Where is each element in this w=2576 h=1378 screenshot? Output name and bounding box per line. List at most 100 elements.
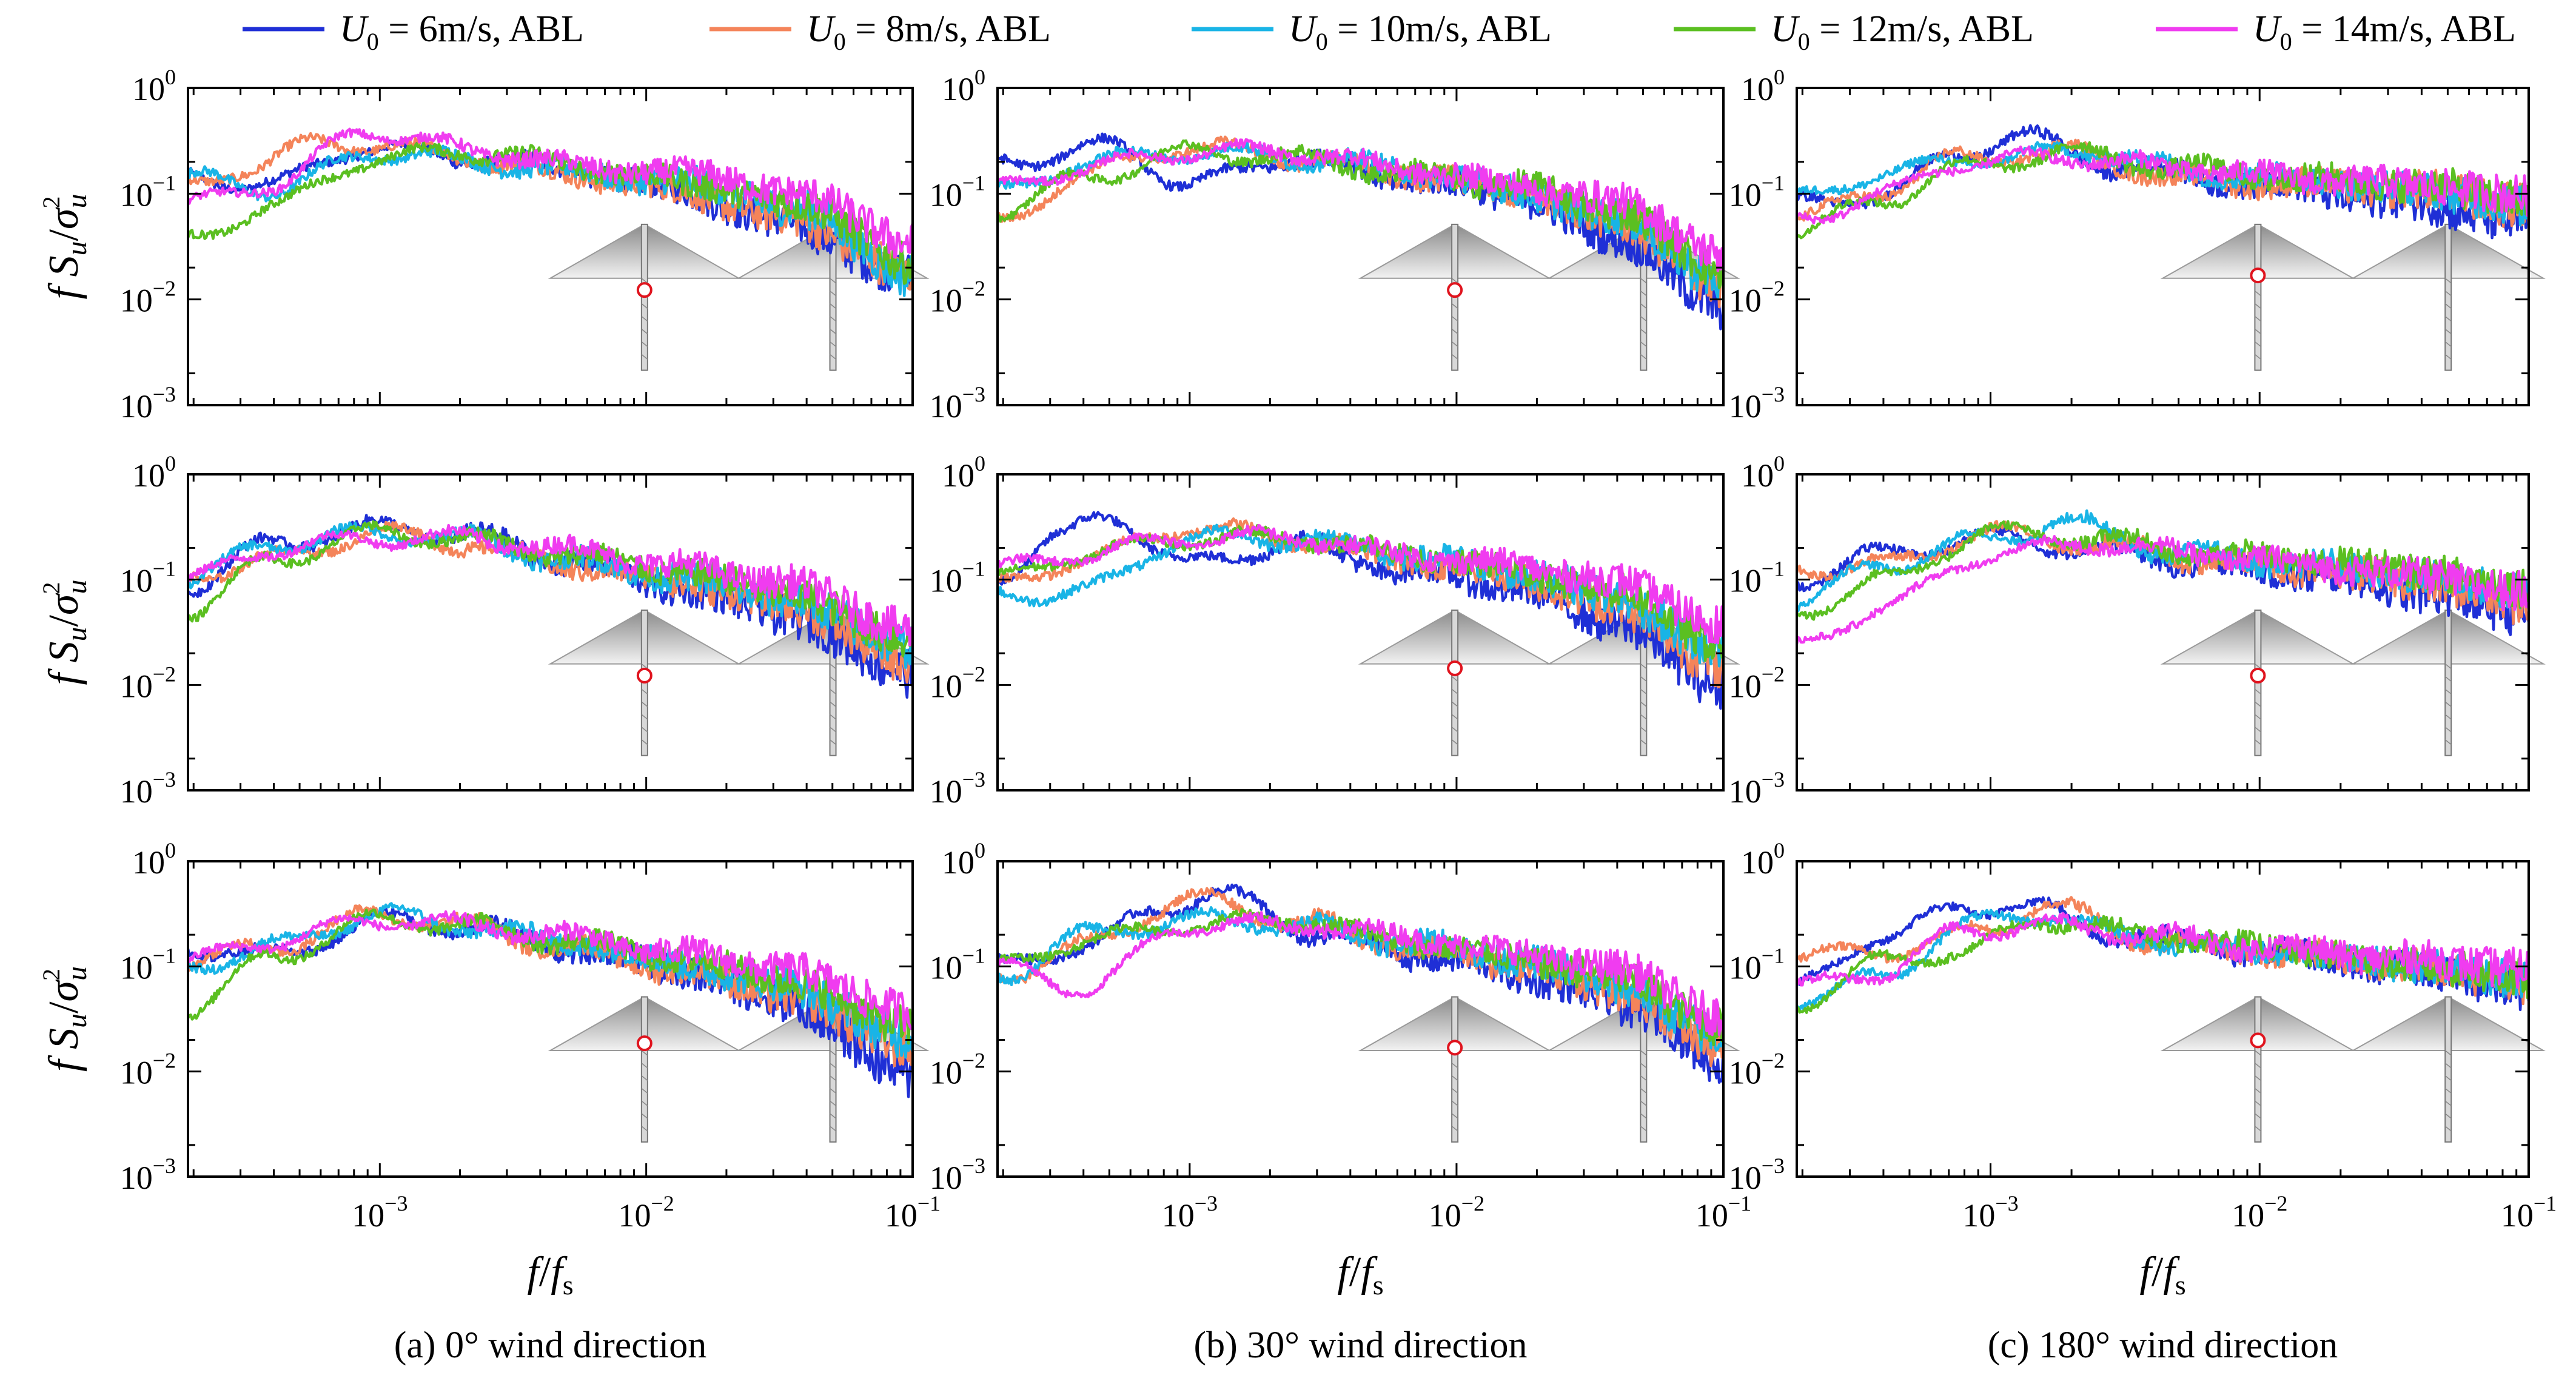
tower-bracing	[2254, 315, 2261, 322]
tower-bracing	[641, 315, 648, 322]
tower-bracing	[1640, 291, 1647, 297]
tower-bracing	[1640, 1100, 1647, 1106]
tower-bracing	[830, 727, 837, 733]
tower-bracing	[641, 303, 648, 309]
x-axis-label: f/fs	[2139, 1249, 2185, 1300]
y-tick-label: 10−1	[930, 170, 985, 213]
legend-entry: U0 = 14m/s, ABL	[2156, 8, 2516, 55]
plot-frame	[187, 473, 914, 792]
tower-bracing	[830, 676, 837, 682]
y-tick-label: 100	[1741, 838, 1785, 881]
legend-label: U0 = 10m/s, ABL	[1289, 8, 1552, 55]
tower-bracing	[641, 1075, 648, 1081]
tower-bracing	[2254, 1087, 2261, 1094]
y-tick-label: 100	[942, 451, 985, 494]
tower-bracing	[2254, 688, 2261, 694]
bridge-inset	[2160, 609, 2546, 756]
tower-bracing	[1640, 1050, 1647, 1056]
tower-bracing	[830, 1113, 837, 1119]
series-group	[998, 883, 1723, 1084]
y-tick-label: 10−3	[120, 382, 176, 425]
x-tick-label: 10−2	[1429, 1191, 1484, 1234]
y-tick-label: 10−1	[120, 943, 176, 986]
x-tick-label: 10−1	[2501, 1191, 2557, 1234]
tower-bracing	[1640, 354, 1647, 360]
tower-bracing	[641, 688, 648, 694]
series-group	[1797, 509, 2529, 645]
tower-bracing	[1640, 714, 1647, 720]
tower-bracing	[830, 354, 837, 360]
series-line	[1797, 145, 2529, 225]
sensor-location-marker	[1447, 282, 1463, 298]
sensor-location-marker	[1447, 1040, 1463, 1056]
tower-bracing	[2444, 1050, 2452, 1056]
tower-bracing	[2444, 701, 2452, 707]
tower-bracing	[1640, 328, 1647, 335]
tower-bracing	[2444, 1126, 2452, 1132]
tower-bracing	[2254, 1126, 2261, 1132]
tower-bracing	[2444, 727, 2452, 733]
tower-bracing	[1640, 1075, 1647, 1081]
tower-bracing	[1451, 1087, 1458, 1094]
y-axis-label: f Su/σu2	[38, 194, 93, 300]
y-tick-label: 10−2	[120, 1049, 176, 1091]
sensor-location-marker	[2250, 1032, 2266, 1049]
plot-frame	[187, 860, 914, 1178]
tower-bracing	[1640, 1087, 1647, 1094]
y-tick-label: 100	[942, 65, 985, 107]
y-tick-label: 10−2	[120, 662, 176, 704]
tower-bracing	[830, 714, 837, 720]
y-tick-label: 10−1	[120, 170, 176, 213]
sensor-location-marker	[1447, 660, 1463, 676]
tower-bracing	[2254, 354, 2261, 360]
bridge-tower	[2254, 223, 2262, 371]
tower-bracing	[830, 701, 837, 707]
tower-bracing	[830, 341, 837, 347]
y-tick-label: 10−1	[930, 943, 985, 986]
tower-bracing	[641, 714, 648, 720]
tower-bracing	[1640, 1126, 1647, 1132]
tower-bracing	[641, 1063, 648, 1069]
tower-bracing	[2254, 714, 2261, 720]
tower-bracing	[2444, 1087, 2452, 1094]
tower-bracing	[641, 341, 648, 347]
tower-bracing	[641, 328, 648, 335]
y-tick-label: 10−3	[930, 1154, 985, 1196]
tower-bracing	[1451, 676, 1458, 682]
series-line	[998, 138, 1723, 272]
tower-bracing	[830, 328, 837, 335]
tower-bracing	[1451, 1063, 1458, 1069]
x-tick-label: 10−1	[1696, 1191, 1751, 1234]
y-tick-label: 10−1	[1729, 943, 1785, 986]
plot-frame	[996, 860, 1725, 1178]
tower-bracing	[830, 664, 837, 670]
tower-bracing	[830, 1063, 837, 1069]
tower-bracing	[2444, 739, 2452, 745]
tower-bracing	[641, 727, 648, 733]
plot-frame	[996, 473, 1725, 792]
tower-bracing	[1640, 727, 1647, 733]
tower-bracing	[1451, 341, 1458, 347]
x-axis-label: f/fs	[1337, 1249, 1383, 1300]
tower-bracing	[2254, 1063, 2261, 1069]
panel-caption: (b) 30° wind direction	[1194, 1325, 1528, 1366]
y-tick-label: 10−2	[1729, 1049, 1785, 1091]
plot-frame	[1796, 87, 2530, 406]
tower-bracing	[2254, 727, 2261, 733]
tower-bracing	[641, 739, 648, 745]
bridge-tower	[640, 996, 648, 1143]
chart-panel: 100 10−2 10−1 10−3	[1729, 451, 2546, 810]
bridge-tower	[1451, 996, 1459, 1143]
x-tick-label: 10−3	[352, 1191, 408, 1234]
tower-bracing	[830, 1100, 837, 1106]
y-tick-label: 10−1	[120, 557, 176, 599]
tower-bracing	[1451, 688, 1458, 694]
series-group	[188, 127, 913, 297]
tower-bracing	[2254, 739, 2261, 745]
series-group	[1797, 124, 2529, 240]
tower-bracing	[1640, 303, 1647, 309]
tower-bracing	[1640, 701, 1647, 707]
tower-bracing	[830, 688, 837, 694]
series-line	[998, 911, 1723, 1037]
tower-bracing	[2444, 1113, 2452, 1119]
